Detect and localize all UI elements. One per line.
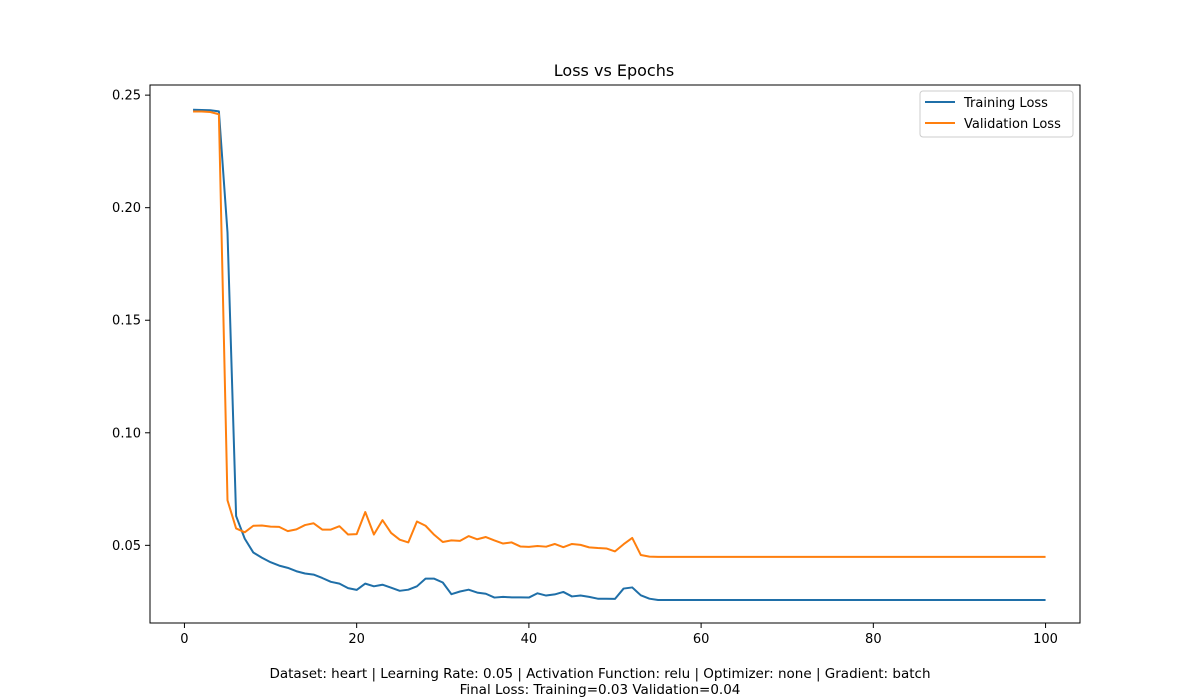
legend: Training Loss Validation Loss <box>919 90 1074 138</box>
y-tick-label: 0.05 <box>112 539 141 554</box>
series-line-training <box>193 108 1046 602</box>
series-line-validation <box>193 110 1046 558</box>
x-tick-label: 60 <box>693 632 710 647</box>
legend-box <box>919 90 1074 138</box>
x-tick-label: 40 <box>521 632 538 647</box>
x-tick-label: 0 <box>180 632 188 647</box>
caption-line-2: Final Loss: Training=0.03 Validation=0.0… <box>459 682 741 698</box>
y-tick-label: 0.10 <box>112 426 141 441</box>
caption-line-1: Dataset: heart | Learning Rate: 0.05 | A… <box>269 666 931 682</box>
x-tick-label: 80 <box>865 632 882 647</box>
legend-label-validation: Validation Loss <box>964 117 1061 132</box>
y-tick-label: 0.15 <box>112 314 141 329</box>
x-tick-label: 20 <box>348 632 365 647</box>
legend-label-training: Training Loss <box>963 96 1048 111</box>
series-layer <box>193 108 1046 602</box>
ticks-layer: 0 20 40 60 80 100 0.05 0.10 0.15 0.20 0.25 <box>112 89 1058 647</box>
chart-title: Loss vs Epochs <box>554 61 674 80</box>
x-tick-label: 100 <box>1033 632 1058 647</box>
y-tick-label: 0.25 <box>112 89 141 104</box>
plot-frame <box>149 84 1081 624</box>
y-tick-label: 0.20 <box>112 201 141 216</box>
